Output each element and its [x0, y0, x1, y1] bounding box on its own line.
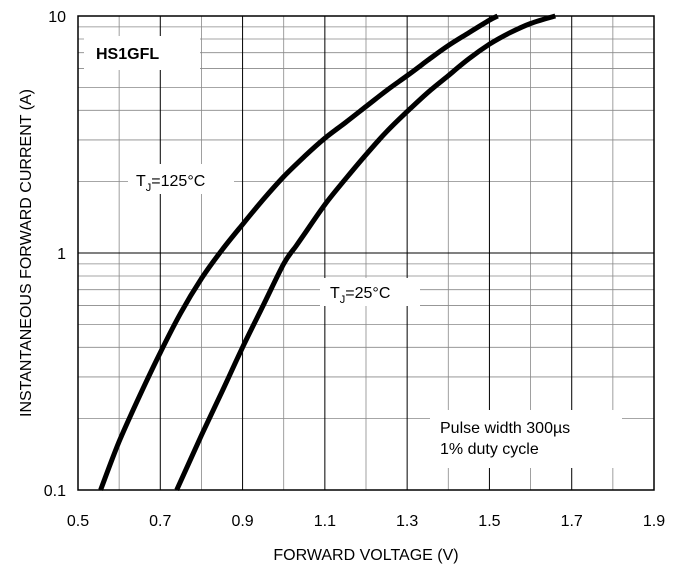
series-125-label-box — [128, 164, 234, 194]
x-tick-label: 1.9 — [643, 513, 665, 530]
x-tick-label: 0.5 — [67, 513, 89, 530]
note-box — [430, 410, 622, 468]
x-tick-label: 1.5 — [478, 513, 500, 530]
series-25-label-main: T — [330, 285, 340, 302]
model-label-box — [84, 36, 200, 70]
x-tick-label: 0.7 — [149, 513, 171, 530]
series-125-label-main: T — [136, 173, 146, 190]
y-tick-label: 1 — [57, 246, 66, 263]
series-lines — [98, 13, 556, 492]
series-line-125c — [98, 13, 499, 491]
y-axis-title: INSTANTANEOUS FORWARD CURRENT (A) — [18, 89, 35, 417]
series-line-25c — [174, 13, 556, 492]
series-25-label-sub: J — [340, 294, 346, 306]
series-25-label-rest: =25°C — [345, 285, 390, 302]
x-tick-label: 1.1 — [314, 513, 336, 530]
series-125-label-rest: =125°C — [151, 173, 205, 190]
y-tick-labels: 0.1 1 10 — [44, 9, 66, 500]
plot-frame — [77, 15, 655, 491]
pulse-note-line2: 1% duty cycle — [440, 441, 539, 458]
pulse-note-line1: Pulse width 300µs — [440, 420, 570, 437]
series-25-label: TJ=25°C — [330, 285, 390, 306]
x-tick-label: 1.7 — [561, 513, 583, 530]
model-label: HS1GFL — [96, 46, 159, 63]
x-tick-label: 0.9 — [231, 513, 253, 530]
series-25-label-box — [320, 278, 420, 306]
series-125-label-sub: J — [146, 182, 152, 194]
x-tick-label: 1.3 — [396, 513, 418, 530]
y-tick-label: 0.1 — [44, 483, 66, 500]
series-125-label: TJ=125°C — [136, 173, 205, 194]
x-tick-labels: 0.5 0.7 0.9 1.1 1.3 1.5 1.7 1.9 — [67, 513, 665, 530]
x-axis-title: FORWARD VOLTAGE (V) — [273, 547, 458, 564]
y-tick-label: 10 — [48, 9, 66, 26]
